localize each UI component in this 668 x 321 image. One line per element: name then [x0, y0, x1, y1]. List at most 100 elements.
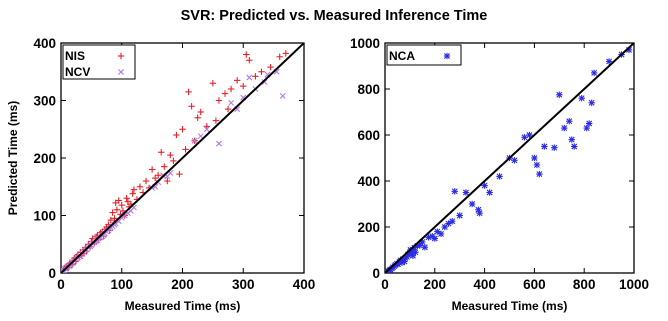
y-axis-label: Predicted Time (ms) [6, 101, 20, 215]
y-tick-label: 0 [48, 266, 56, 281]
data-point [568, 136, 575, 143]
data-point [536, 170, 543, 178]
y-tick-label: 200 [33, 151, 56, 166]
data-point [164, 177, 171, 185]
data-point [221, 90, 229, 97]
data-point [194, 114, 201, 121]
data-point [445, 220, 452, 227]
legend-label-ncv: NCV [65, 65, 90, 79]
data-point [173, 131, 180, 139]
data-point [551, 144, 558, 151]
data-point [412, 249, 419, 256]
x-tick-label: 300 [232, 277, 255, 292]
data-point [142, 177, 150, 185]
data-point [215, 97, 223, 104]
x-tick-label: 1000 [619, 277, 649, 292]
data-point [456, 212, 463, 219]
data-point [434, 228, 441, 235]
legend: NIS NCV [62, 44, 136, 80]
data-point [468, 200, 476, 208]
data-point [197, 108, 204, 116]
data-point [227, 85, 235, 93]
data-point [486, 189, 493, 196]
chart-right: 0 200 400 600 800 1000 0 200 400 600 800 1000 Measur… [350, 36, 649, 313]
legend-box [386, 44, 462, 66]
data-point [216, 140, 222, 147]
data-point [583, 124, 590, 132]
data-point [421, 244, 429, 251]
data-point [561, 124, 568, 132]
data-point [431, 235, 438, 242]
y-tick-label: 300 [33, 94, 56, 109]
figure-title: SVR: Predicted vs. Measured Inference Ti… [181, 8, 488, 24]
x-tick-label: 0 [57, 277, 65, 292]
data-point [588, 99, 595, 106]
data-point [170, 157, 177, 165]
data-point [462, 189, 470, 196]
x-axis-label: Measured Time (ms) [125, 299, 241, 313]
data-point [511, 157, 518, 164]
data-point [233, 77, 241, 84]
y-tick-label: 600 [357, 128, 380, 143]
data-point [531, 154, 538, 162]
legend: NCA [386, 44, 462, 66]
data-point [188, 103, 195, 110]
y-tick-label: 100 [33, 209, 56, 224]
data-point [476, 210, 483, 217]
data-point [212, 117, 220, 124]
data-point [556, 91, 563, 98]
data-point [161, 163, 168, 170]
data-point [107, 216, 115, 224]
data-point [167, 151, 174, 159]
legend-marker-nis [117, 52, 125, 60]
data-point [224, 105, 232, 113]
reference-line [385, 43, 634, 273]
x-tick-label: 800 [573, 277, 596, 292]
data-point [282, 50, 289, 57]
data-point [267, 63, 274, 71]
data-point [129, 190, 136, 197]
data-point [179, 126, 186, 133]
data-point [578, 95, 585, 102]
x-tick-label: 100 [110, 277, 133, 292]
data-point [521, 134, 528, 141]
data-point [158, 149, 165, 156]
data-point [585, 120, 593, 127]
data-point [571, 143, 578, 150]
data-point [115, 197, 122, 204]
data-point [409, 252, 417, 259]
y-tick-label: 1000 [350, 36, 380, 51]
data-point [228, 99, 235, 106]
series-ncv [61, 68, 286, 273]
data-point [496, 173, 503, 180]
data-marks [385, 43, 634, 273]
data-point [243, 51, 250, 58]
y-tick-label: 0 [372, 266, 380, 281]
data-point [541, 143, 548, 150]
y-tick-label: 400 [33, 36, 56, 51]
data-point [151, 174, 159, 182]
x-tick-label: 200 [424, 277, 447, 292]
data-point [533, 161, 541, 169]
y-tick-label: 800 [357, 82, 380, 97]
data-point [258, 68, 265, 75]
data-point [566, 118, 573, 125]
y-tick-label: 400 [357, 174, 380, 189]
reference-line [61, 43, 304, 273]
data-point [123, 195, 130, 202]
legend-label-nis: NIS [65, 49, 85, 63]
data-point [451, 188, 458, 195]
x-axis-label: Measured Time (ms) [452, 299, 568, 313]
data-point [136, 183, 144, 190]
data-point [203, 126, 210, 133]
data-point [148, 166, 156, 173]
legend-marker-ncv [118, 69, 124, 75]
data-point [276, 53, 283, 60]
data-point [240, 82, 247, 90]
data-point [185, 88, 192, 96]
data-point [246, 57, 253, 64]
x-tick-label: 0 [381, 277, 389, 292]
data-point [130, 186, 138, 193]
